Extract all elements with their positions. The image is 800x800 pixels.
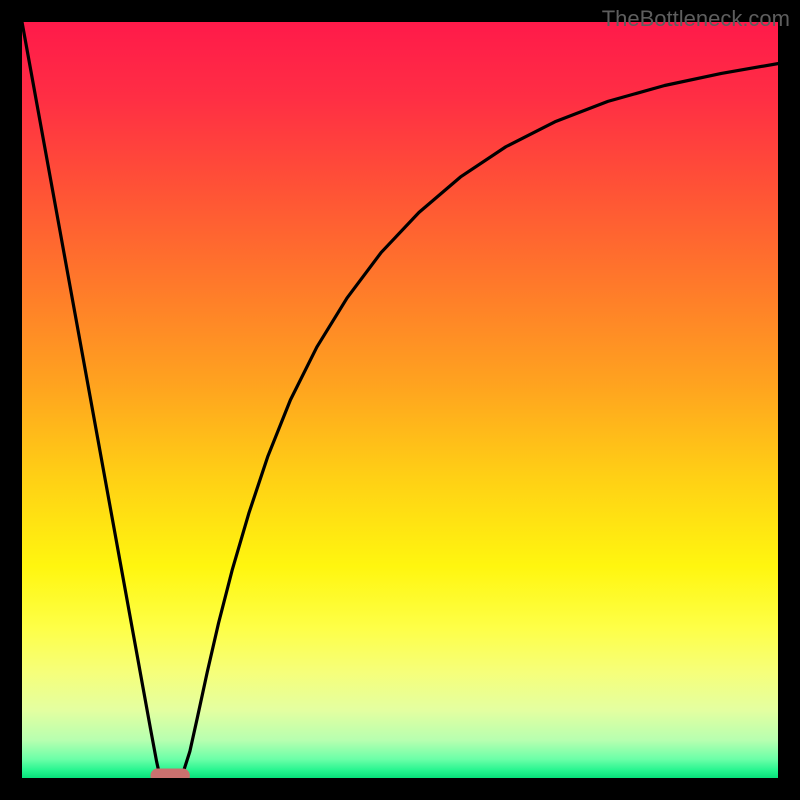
- chart-background: [22, 22, 778, 778]
- bottleneck-chart: [0, 0, 800, 800]
- chart-container: TheBottleneck.com: [0, 0, 800, 800]
- watermark-text: TheBottleneck.com: [602, 6, 790, 32]
